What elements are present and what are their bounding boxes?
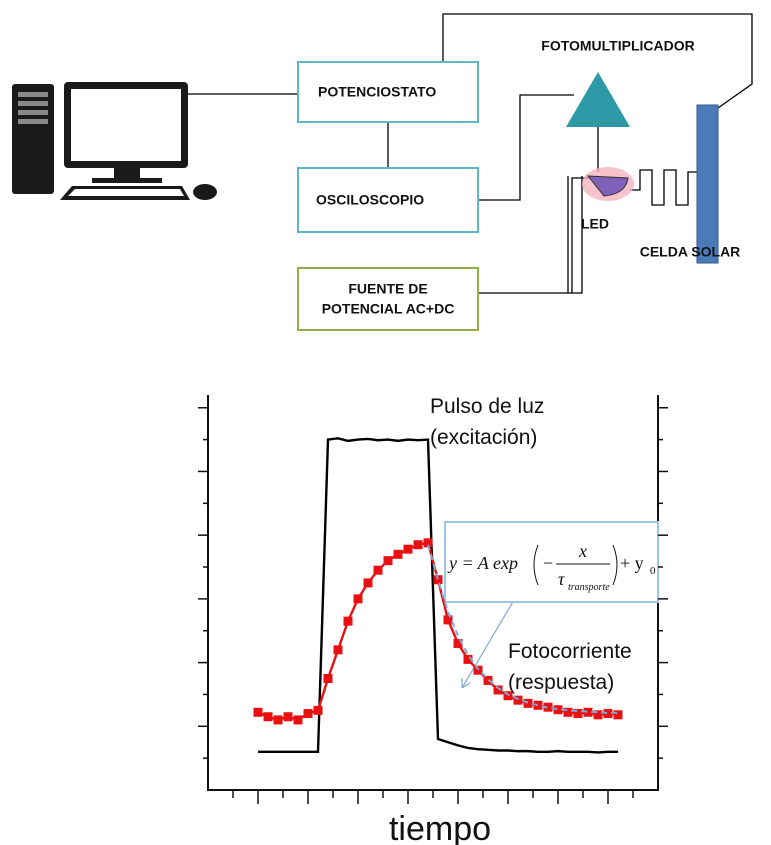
x-axis-label: tiempo [389, 810, 491, 845]
series-line [258, 437, 618, 754]
marker [313, 705, 323, 715]
equation-part: y = A exp [447, 553, 518, 573]
equation-part: transporte [568, 582, 610, 593]
paren [533, 544, 618, 586]
marker [293, 715, 303, 725]
marker [483, 675, 493, 685]
marker [603, 709, 613, 719]
marker [523, 698, 533, 708]
equation-part: − [543, 553, 553, 573]
label: CELDA SOLAR [640, 244, 741, 260]
marker [283, 712, 293, 722]
marker [363, 578, 373, 588]
series-line [427, 544, 618, 714]
annotation: (respuesta) [508, 671, 614, 694]
led [586, 175, 629, 197]
marker [463, 654, 473, 664]
marker [303, 709, 313, 719]
marker [563, 707, 573, 717]
annotation: Pulso de luz [430, 395, 544, 418]
marker [553, 705, 563, 715]
marker [423, 538, 433, 548]
equation-part: τ [558, 569, 565, 589]
marker [323, 674, 333, 684]
annotation: (excitación) [430, 426, 537, 449]
marker [373, 565, 383, 575]
marker [583, 707, 593, 717]
marker [493, 685, 503, 695]
box [297, 61, 479, 123]
marker [513, 695, 523, 705]
equation-part: 0 [650, 565, 656, 577]
marker [593, 710, 603, 720]
label: FUENTE DE [348, 281, 427, 297]
marker [393, 549, 403, 559]
arrow [461, 599, 515, 689]
computer-icon [12, 82, 217, 200]
marker [353, 594, 363, 604]
marker [263, 712, 273, 722]
marker [383, 556, 393, 566]
marker [443, 615, 453, 625]
solar-cell [696, 104, 719, 264]
marker [273, 715, 283, 725]
label: OSCILOSCOPIO [316, 192, 424, 208]
equation-box [444, 521, 659, 603]
marker [403, 544, 413, 554]
marker [413, 540, 423, 550]
marker [543, 702, 553, 712]
marker [433, 575, 443, 585]
marker [503, 691, 513, 701]
label: POTENCIOSTATO [318, 84, 436, 100]
annotation: Fotocorriente [508, 640, 632, 663]
equation-part: x [578, 541, 587, 561]
photomultiplier [566, 72, 630, 127]
box [297, 267, 479, 331]
equation: y = A exp − x τ transporte + y 0 [447, 541, 656, 593]
marker [253, 707, 263, 717]
marker [533, 700, 543, 710]
label: FOTOMULTIPLICADOR [541, 38, 694, 54]
marker [613, 710, 623, 720]
box [297, 167, 479, 233]
equation-part: + y [620, 553, 644, 573]
label: POTENCIAL AC+DC [322, 301, 455, 317]
marker [343, 616, 353, 626]
marker [333, 645, 343, 655]
marker [453, 638, 463, 648]
label: LED [581, 216, 609, 232]
marker [573, 709, 583, 719]
